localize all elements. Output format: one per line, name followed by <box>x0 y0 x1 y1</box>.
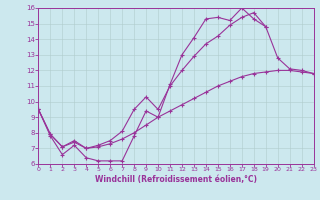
X-axis label: Windchill (Refroidissement éolien,°C): Windchill (Refroidissement éolien,°C) <box>95 175 257 184</box>
